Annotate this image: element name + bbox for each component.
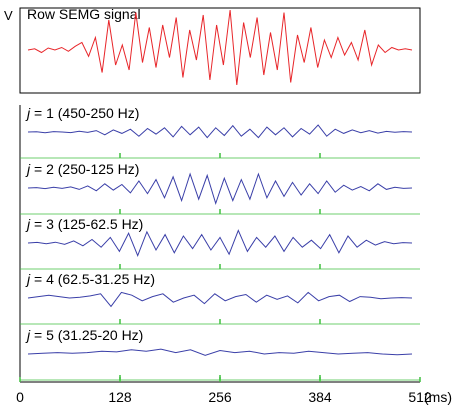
level-2-signal-line [27,172,413,206]
level-3-signal-line [27,229,413,257]
level-5-label: j = 5 (31.25-20 Hz) [25,327,143,343]
level-4-row: j = 4 (62.5-31.25 Hz) [20,271,420,325]
raw-signal-frame [19,7,421,94]
x-axis-unit: (ms) [424,389,452,405]
raw-signal-title: Row SEMG signal [27,6,141,22]
level-1-label: j = 1 (450-250 Hz) [25,105,139,121]
x-tick-label-384: 384 [308,389,332,405]
raw-signal-ylabel: V [4,8,13,23]
level-3-label: j = 3 (125-62.5 Hz) [25,216,143,232]
level-4-label: j = 4 (62.5-31.25 Hz) [25,271,155,287]
level-2-row: j = 2 (250-125 Hz) [20,161,420,215]
x-tick-label-256: 256 [208,389,232,405]
x-tick-label-512: 512 [408,389,432,405]
level-1-signal-line [27,124,413,139]
x-axis-ticks: 0 128 256 384 512 [16,377,432,405]
x-tick-label-128: 128 [108,389,132,405]
x-tick-label-0: 0 [16,389,24,405]
raw-signal-line [27,9,413,86]
level-3-row: j = 3 (125-62.5 Hz) [20,216,420,270]
level-4-signal-line [27,291,413,308]
level-5-signal-line [27,348,413,356]
level-2-label: j = 2 (250-125 Hz) [25,161,139,177]
level-5-row: j = 5 (31.25-20 Hz) [20,327,420,381]
decomposition-panel: j = 1 (450-250 Hz) j = 2 (250-125 Hz) j = … [16,105,452,405]
level-1-row: j = 1 (450-250 Hz) [20,105,420,159]
raw-signal-panel: V Row SEMG signal [4,6,421,94]
